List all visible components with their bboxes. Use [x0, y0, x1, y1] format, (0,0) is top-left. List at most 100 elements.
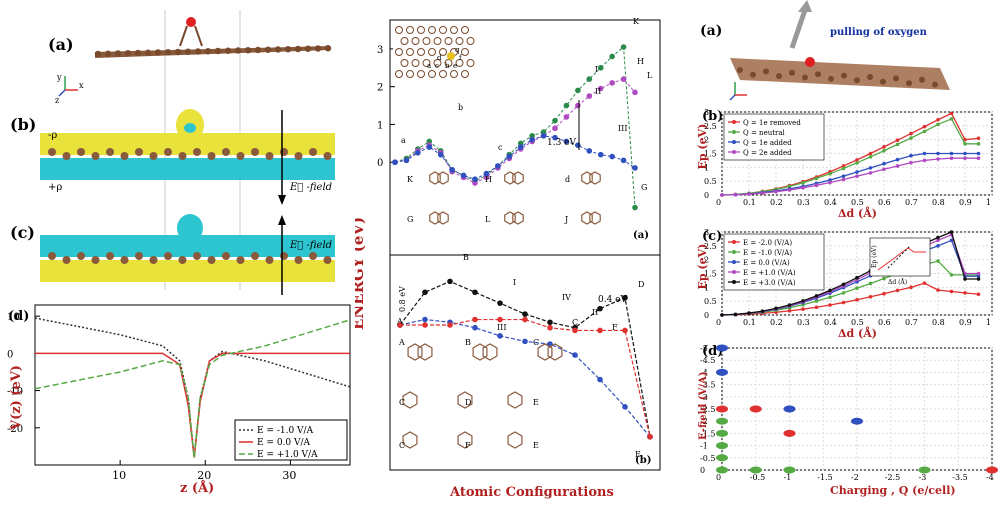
ep-point [841, 174, 846, 178]
ep-ytick-label: 0 [704, 191, 709, 200]
ep-legend-entry: Q = 1e added [743, 139, 792, 147]
ep-point [828, 295, 832, 300]
scatter-point [716, 368, 728, 376]
scatter-point [716, 442, 728, 450]
ep-inset-xlabel: Δd (Å) [888, 278, 907, 286]
hex-ring [437, 211, 449, 225]
scatter-ytick-label: -1 [700, 442, 708, 451]
scatter-point [716, 344, 728, 352]
scatter-ytick-label: -5 [700, 344, 708, 353]
ep-point [882, 167, 886, 172]
energy-b-point [597, 305, 603, 312]
energy-point [620, 44, 627, 50]
ep-legend-marker [732, 130, 736, 134]
vz-series-line [35, 352, 350, 458]
scatter-ytick-label: -1.5 [700, 429, 715, 438]
ep-point [909, 136, 913, 140]
hex-ring [504, 171, 516, 185]
energy-series-line [394, 78, 636, 184]
ep-point [963, 291, 967, 295]
graphene-inset: d q a c b e f [393, 23, 475, 83]
energy-point [586, 76, 593, 82]
scatter-point [716, 405, 728, 413]
ep-point [936, 117, 940, 122]
ep-legend-marker [732, 280, 736, 284]
energy-b-point [572, 352, 578, 358]
label-right-c: (c) [702, 229, 722, 244]
scatter-ytick-label: -4.5 [700, 356, 715, 365]
ep-inset-ylabel: Ep (eV) [871, 245, 878, 268]
label-a: (a) [48, 35, 74, 54]
ep-chart-field: 0 0.1 0.2 0.3 0.4 0.5 0.6 0.7 0.8 0.9 1 0 0.5 1 1.5 2 2.… [696, 228, 993, 340]
ep-xtick-label: 0.7 [905, 198, 918, 207]
ep-point [936, 238, 940, 243]
ep-point [882, 148, 886, 153]
energy-b-point [497, 300, 503, 306]
ep-legend-entry: Q = neutral [743, 129, 786, 137]
energy-point [620, 76, 627, 82]
scatter-point [783, 429, 796, 437]
mechanism-b-label: F [465, 441, 471, 450]
vz-ytick-label: -20 [7, 424, 23, 435]
energy-point [575, 102, 581, 109]
mechanism-label: d [565, 175, 570, 184]
energy-b-point [472, 324, 478, 331]
scatter-ytick-label: -3.5 [700, 381, 715, 390]
ep-legend-marker [732, 120, 736, 124]
ep-point [963, 137, 967, 142]
plus-rho-label: +ρ [48, 182, 62, 193]
energy-point [597, 64, 604, 71]
energy-point [483, 170, 490, 177]
mechanism-b-label: B [465, 338, 471, 347]
minus-rho-label: -ρ [48, 130, 57, 141]
ep-legend [723, 113, 825, 161]
ep-point [882, 145, 886, 149]
vz-legend [234, 419, 348, 461]
ep-point [841, 166, 846, 171]
axes-icon: y x z [55, 73, 84, 105]
ep-point [760, 191, 765, 195]
ep-point [895, 138, 900, 143]
ep-legend-marker [732, 240, 736, 244]
ep-xtick-label: 0.9 [959, 318, 972, 327]
mechanism-label: L [485, 215, 491, 224]
energy-point [552, 134, 558, 141]
ep-point [720, 193, 724, 197]
ep-point [868, 294, 873, 299]
ep-point [814, 299, 819, 303]
svg-text:x: x [79, 81, 84, 90]
ep-point [841, 300, 846, 305]
ep-series-line [721, 282, 979, 316]
scatter-ylabel: E-field (V/A) [698, 372, 709, 441]
ep-ytick-label: 1.5 [704, 150, 717, 159]
ep-point [936, 235, 940, 240]
ep-point [963, 142, 967, 146]
vz-series-line [34, 317, 351, 458]
vz-ytick-label: -10 [7, 387, 23, 398]
ep-legend-entry: E = -2.0 (V/A) [743, 239, 792, 247]
vz-ytick-label: 0 [7, 349, 13, 360]
ep-point [922, 158, 927, 163]
ep-point [774, 189, 778, 194]
vz-legend-entry: E = 0.0 V/A [257, 438, 311, 448]
ep-point [787, 303, 792, 307]
oxygen-atom [186, 17, 196, 27]
ep-point [936, 259, 940, 263]
ep-legend-entry: E = 0.0 (V/A) [743, 259, 790, 267]
ep-xtick-label: 0 [716, 198, 721, 207]
svg-text:y: y [56, 73, 62, 82]
scatter-ytick-label: -0.5 [700, 454, 715, 463]
scatter-xtick-label: -3 [919, 473, 927, 482]
scatter-point [749, 466, 762, 474]
hex-ring [589, 171, 601, 185]
scatter-point [716, 454, 728, 462]
ep-inset-line [887, 245, 911, 269]
mechanism-sketches-b: A B C C D E C F E [398, 338, 563, 450]
ep-point [801, 186, 805, 190]
ep-xtick-label: 0.4 [824, 198, 837, 207]
label-b: (b) [10, 115, 36, 134]
hex-ring [537, 343, 553, 361]
ep-point [922, 151, 927, 156]
ep-point [855, 297, 859, 302]
energy-point [609, 53, 615, 60]
